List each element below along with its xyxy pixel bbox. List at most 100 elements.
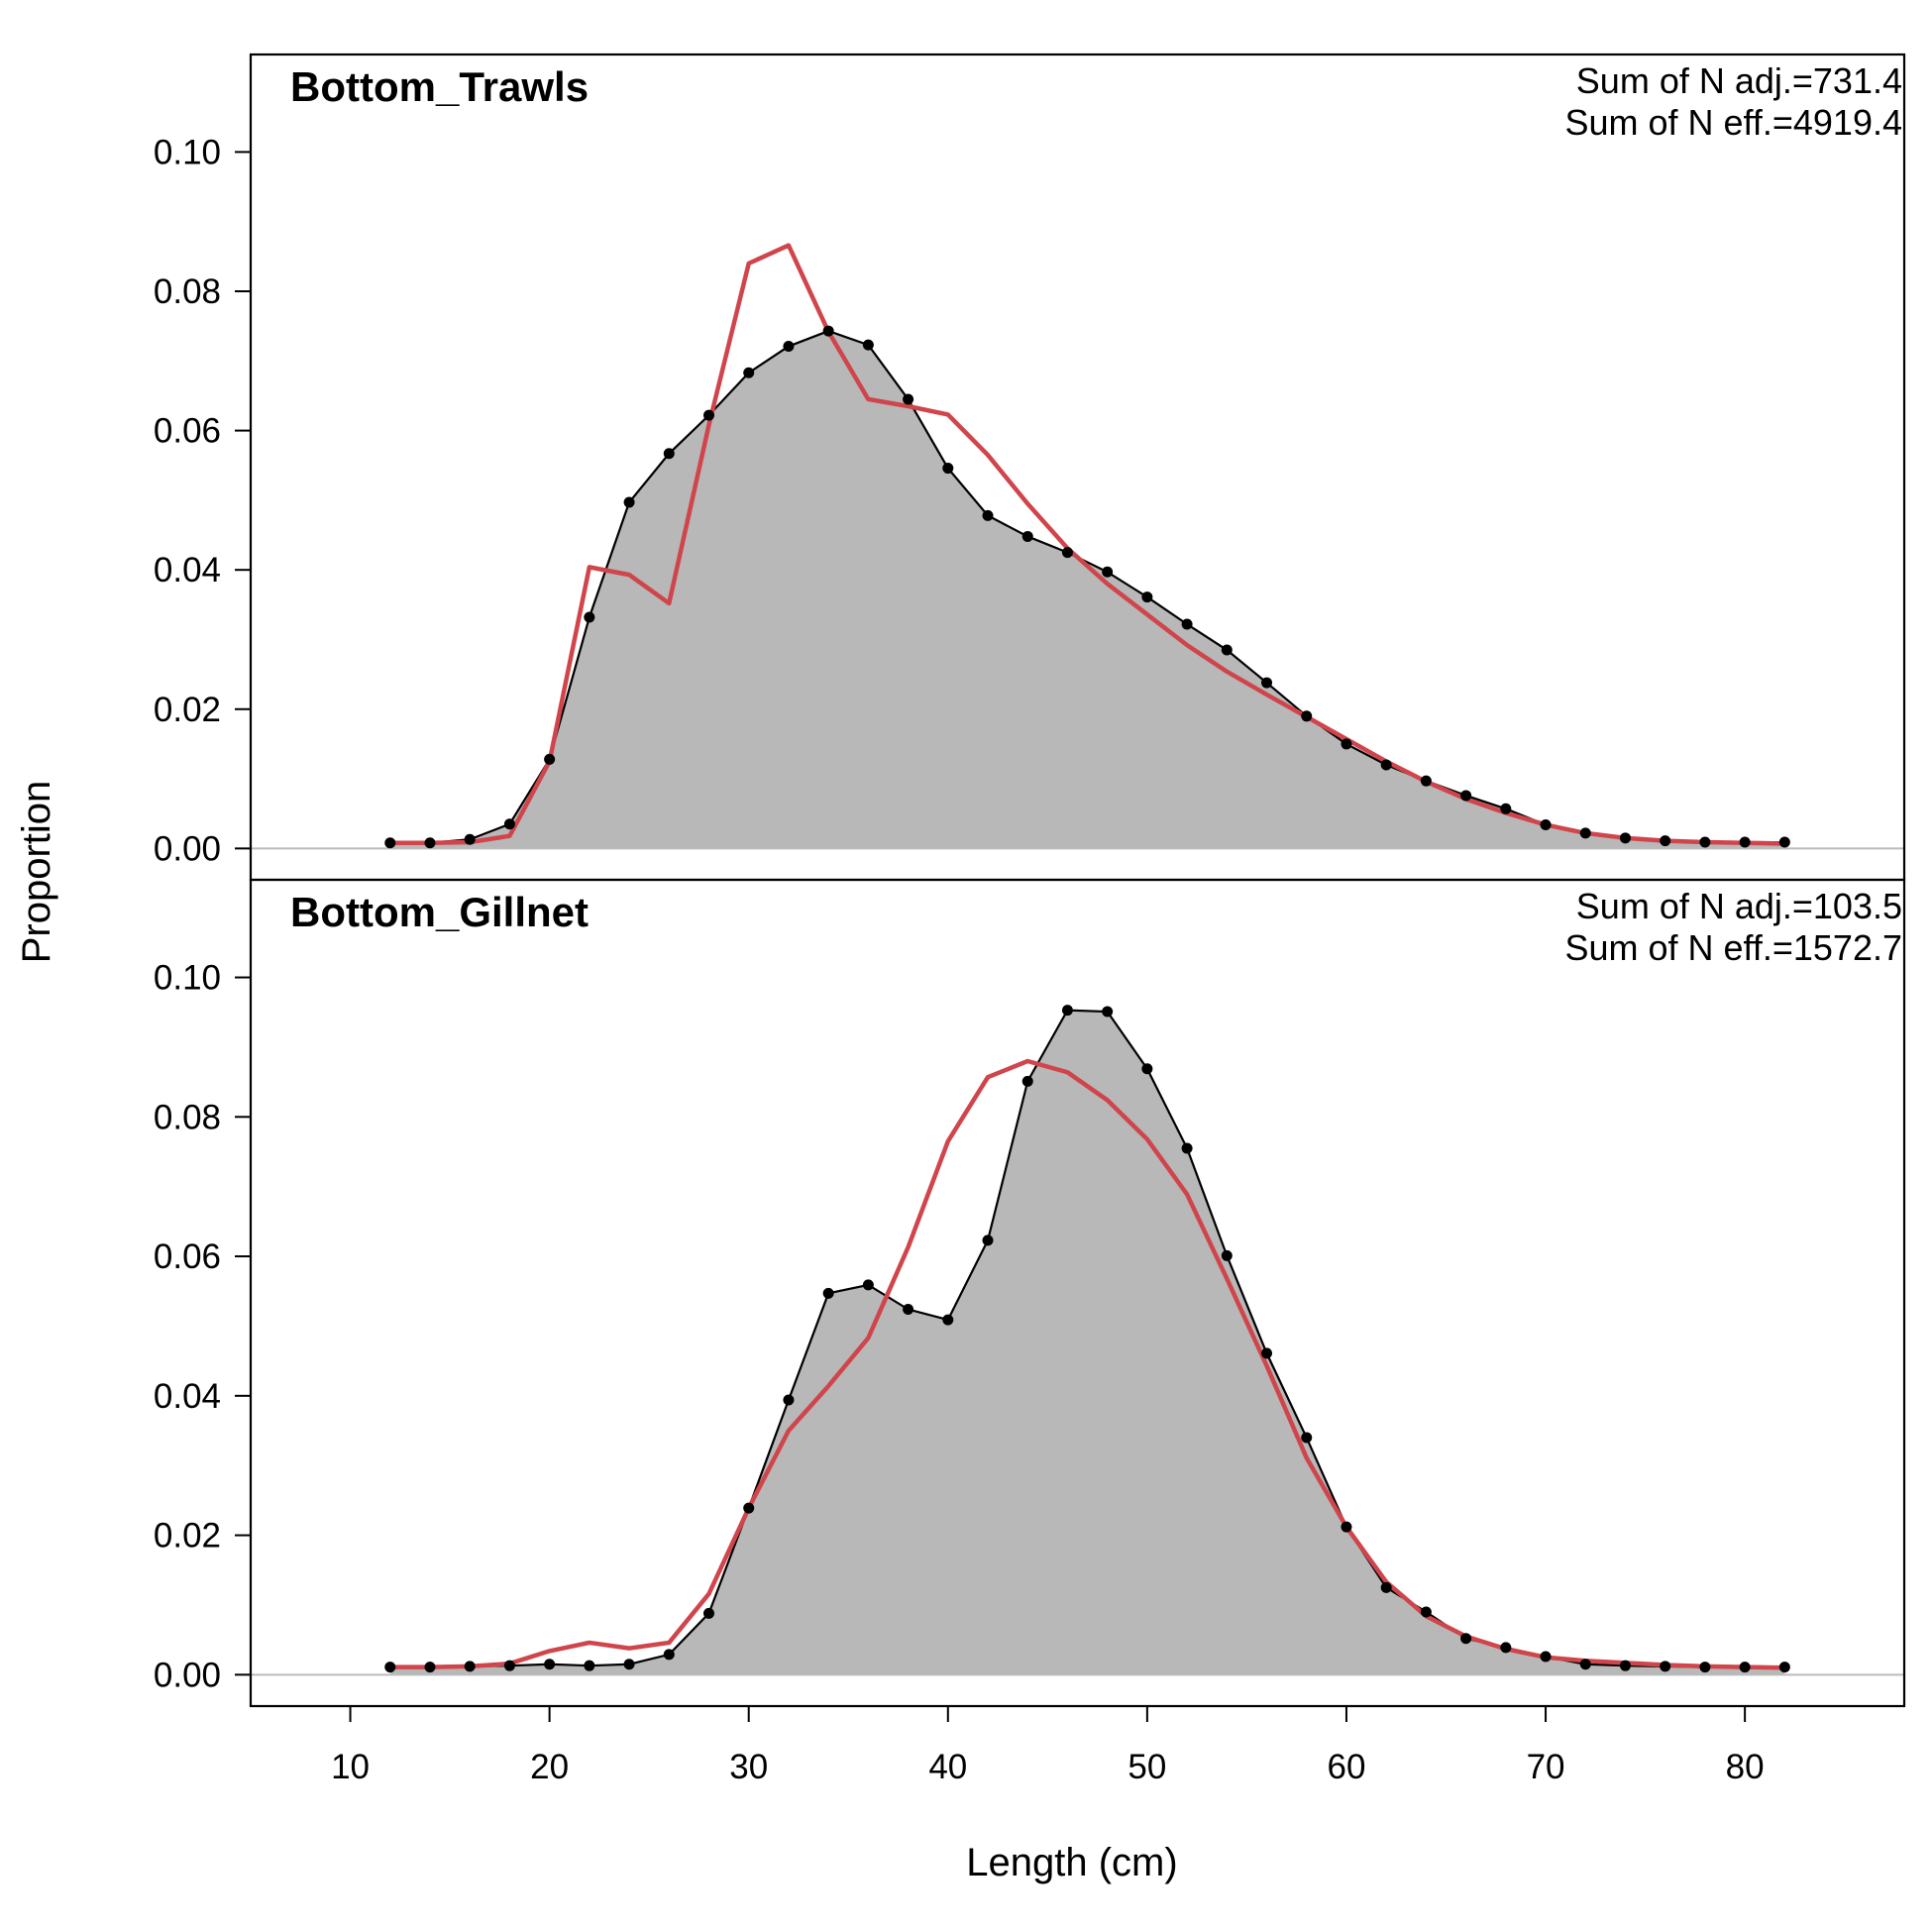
sum-n-eff-label: Sum of N eff.=4919.4	[1564, 102, 1902, 143]
observed-point	[544, 1659, 556, 1670]
observed-point	[1619, 1660, 1631, 1671]
observed-point	[1301, 710, 1313, 722]
observed-point	[623, 496, 635, 508]
observed-point	[903, 1304, 914, 1316]
y-tick-label: 0.04	[154, 1377, 221, 1416]
observed-point	[1660, 835, 1671, 847]
observed-point	[1699, 836, 1711, 848]
observed-point	[1261, 677, 1273, 689]
observed-area	[389, 1010, 1785, 1675]
expected-line	[389, 243, 1785, 846]
expected-line	[389, 1058, 1785, 1670]
sum-n-eff-label: Sum of N eff.=1572.7	[1564, 927, 1902, 968]
observed-point	[1660, 1661, 1671, 1672]
y-axis-label: Proportion	[15, 781, 58, 964]
observed-point	[663, 1649, 675, 1661]
x-tick-label: 30	[729, 1748, 768, 1786]
observed-point	[1102, 566, 1114, 578]
x-tick-label: 70	[1527, 1748, 1565, 1786]
observed-point	[1460, 1633, 1472, 1645]
y-tick-label: 0.02	[154, 1517, 221, 1556]
y-tick-label: 0.04	[154, 551, 221, 590]
observed-point	[1778, 1662, 1790, 1673]
y-tick-label: 0.02	[154, 691, 221, 729]
y-tick-label: 0.10	[154, 959, 221, 998]
observed-point	[862, 1279, 874, 1291]
observed-point	[544, 753, 556, 765]
observed-point	[1380, 759, 1392, 771]
observed-point	[1301, 1432, 1313, 1444]
observed-point	[1181, 1142, 1193, 1154]
observed-point	[584, 611, 595, 623]
observed-point	[1021, 1075, 1033, 1087]
y-tick-label: 0.06	[154, 1237, 221, 1276]
y-tick-label: 0.08	[154, 272, 221, 311]
x-axis-label: Length (cm)	[966, 1841, 1177, 1884]
panel-frame	[249, 878, 1906, 1708]
observed-point	[1341, 738, 1352, 750]
observed-point	[982, 509, 994, 521]
y-tick-label: 0.08	[154, 1098, 221, 1136]
observed-point	[1778, 836, 1790, 848]
observed-point	[1221, 644, 1233, 656]
y-tick-label: 0.10	[154, 133, 221, 171]
observed-point	[1102, 1006, 1114, 1018]
observed-area	[389, 331, 1785, 849]
observed-point	[1739, 836, 1751, 848]
observed-point	[1460, 790, 1472, 802]
observed-point	[424, 837, 436, 849]
observed-point	[623, 1659, 635, 1670]
panel-1: 0.00 0.02 0.04 0.06 0.08 0.10 Bottom_Trawls Sum…	[154, 53, 1906, 882]
observed-point	[743, 367, 755, 378]
observed-point	[702, 409, 714, 421]
observed-point	[1540, 1651, 1552, 1663]
observed-point	[822, 325, 834, 337]
observed-point	[584, 1660, 595, 1671]
observed-point	[1021, 530, 1033, 542]
x-tick-label: 40	[928, 1748, 967, 1786]
observed-point	[743, 1502, 755, 1514]
observed-point	[503, 818, 515, 830]
observed-point	[702, 1607, 714, 1619]
observed-point	[464, 833, 476, 845]
x-tick-label: 20	[530, 1748, 569, 1786]
observed-point	[1699, 1662, 1711, 1673]
observed-point	[1579, 1659, 1591, 1670]
observed-point	[1181, 618, 1193, 630]
observed-point	[1500, 1642, 1512, 1654]
observed-point	[1540, 818, 1552, 830]
panel-2: 0.00 0.02 0.04 0.06 0.08 0.10 Bottom_Gillnet Su…	[154, 878, 1906, 1708]
observed-point	[783, 341, 795, 353]
observed-point	[783, 1394, 795, 1406]
observed-point	[1619, 832, 1631, 844]
observed-point	[1141, 1063, 1153, 1075]
y-tick-label: 0.00	[154, 1656, 221, 1694]
observed-point	[862, 339, 874, 351]
observed-point	[1500, 803, 1512, 814]
y-tick-label: 0.06	[154, 412, 221, 451]
observed-point	[942, 463, 954, 475]
y-tick-label: 0.00	[154, 829, 221, 868]
observed-point	[942, 1314, 954, 1326]
panel-title: Bottom_Trawls	[290, 63, 589, 110]
observed-point	[1141, 591, 1153, 603]
x-tick-label: 60	[1327, 1748, 1365, 1786]
observed-point	[424, 1662, 436, 1673]
observed-point	[1739, 1662, 1751, 1673]
x-tick-label: 50	[1127, 1748, 1166, 1786]
observed-point	[1420, 775, 1432, 787]
sum-n-adj-label: Sum of N adj.=103.5	[1576, 886, 1902, 926]
observed-point	[1341, 1521, 1352, 1533]
observed-point	[822, 1287, 834, 1299]
observed-point	[503, 1660, 515, 1671]
observed-point	[384, 1662, 396, 1673]
panel-title: Bottom_Gillnet	[290, 889, 589, 935]
panels: 0.00 0.02 0.04 0.06 0.08 0.10 Bottom_Trawls Sum…	[154, 53, 1906, 1708]
observed-point	[1061, 547, 1073, 559]
x-tick-label: 80	[1726, 1748, 1765, 1786]
x-tick-label: 10	[331, 1748, 370, 1786]
observed-point	[1261, 1347, 1273, 1359]
observed-point	[1221, 1249, 1233, 1261]
observed-point	[982, 1234, 994, 1246]
observed-point	[1380, 1581, 1392, 1593]
